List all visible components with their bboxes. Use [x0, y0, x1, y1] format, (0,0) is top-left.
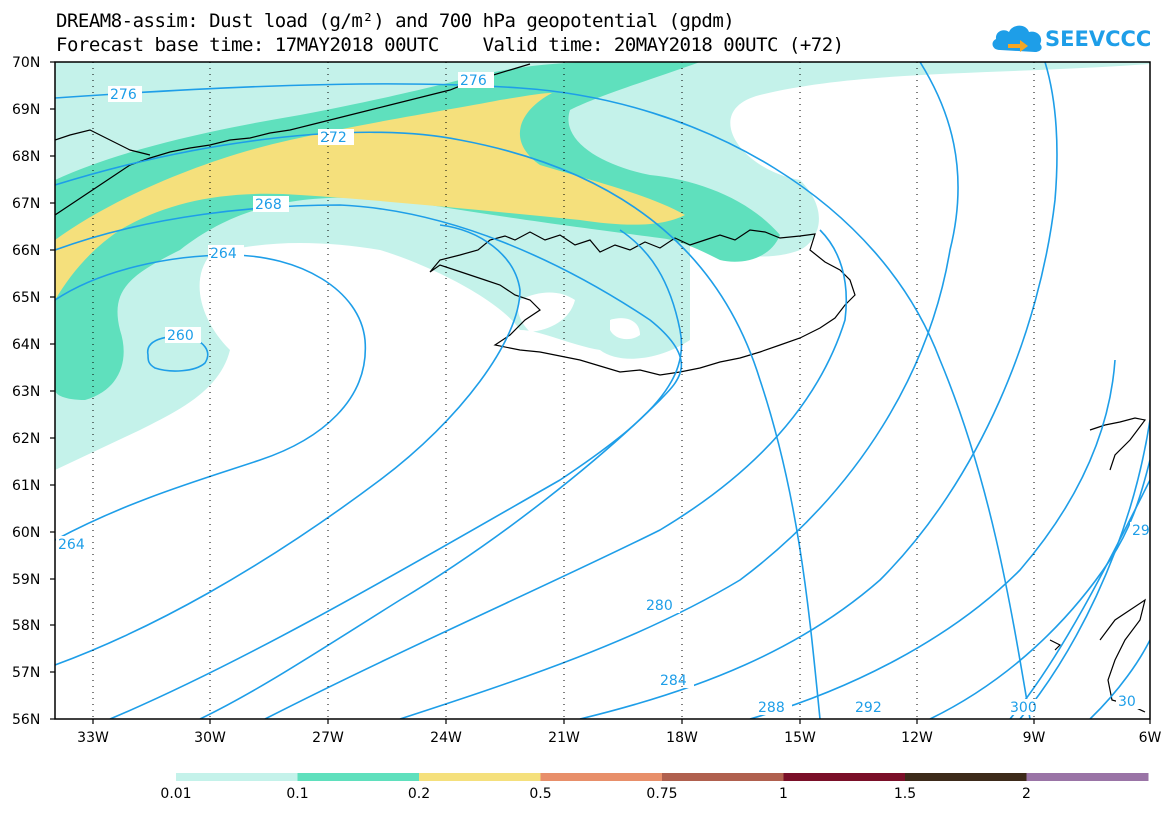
- contour-label-288: 288: [758, 700, 785, 716]
- lat-label-69n: 69N: [12, 102, 40, 118]
- lon-label-33w: 33W: [77, 730, 109, 746]
- lat-label-60n: 60N: [12, 525, 40, 541]
- colorbar-swatch: [662, 773, 784, 781]
- contour-label-264b: 264: [58, 537, 85, 553]
- norway-coast: [1089, 417, 1147, 471]
- ticks: [50, 61, 1151, 724]
- lon-label-6w: 6W: [1139, 730, 1162, 746]
- longitude-labels: 33W 30W 27W 24W 21W 18W 15W 12W 9W 6W: [77, 730, 1161, 746]
- contour-label-268: 268: [255, 197, 282, 213]
- geopotential-contours: [55, 62, 1150, 719]
- lat-label-66n: 66N: [12, 243, 40, 259]
- contour-label-276b: 276: [460, 73, 487, 89]
- forecast-times: Forecast base time: 17MAY2018 00UTC Vali…: [56, 34, 844, 56]
- contour-label-30x: 30: [1118, 694, 1136, 710]
- lat-label-58n: 58N: [12, 618, 40, 634]
- lat-label-64n: 64N: [12, 337, 40, 353]
- lon-label-21w: 21W: [548, 730, 580, 746]
- contour-label-group: 276 276 272 268 264 260 264 280 284 288 …: [56, 72, 1150, 716]
- colorbar-swatch: [1026, 773, 1149, 781]
- contour-label-276a: 276: [110, 87, 137, 103]
- colorbar-label: 2: [1022, 786, 1031, 802]
- contour-296: [749, 359, 1116, 719]
- lon-label-30w: 30W: [194, 730, 226, 746]
- dust-band-0.01: [55, 62, 1150, 470]
- colorbar-swatch: [905, 773, 1027, 781]
- lat-label-63n: 63N: [12, 384, 40, 400]
- seevccc-logo: SEEVCCC: [990, 20, 1152, 60]
- contour-284: [264, 229, 848, 719]
- contour-268: [55, 204, 683, 719]
- logo-text: SEEVCCC: [1045, 27, 1152, 51]
- lon-label-12w: 12W: [901, 730, 933, 746]
- contour-300: [929, 459, 1150, 719]
- colorbar-label: 1: [779, 786, 788, 802]
- lon-label-27w: 27W: [312, 730, 344, 746]
- map-title: DREAM8-assim: Dust load (g/m²) and 700 h…: [56, 10, 735, 32]
- contour-280: [109, 229, 683, 719]
- latitude-labels: 70N 69N 68N 67N 66N 65N 64N 63N 62N 61N …: [12, 55, 40, 728]
- lat-label-67n: 67N: [12, 196, 40, 212]
- dust-band-0.2: [55, 93, 685, 300]
- contour-292: [579, 62, 1058, 719]
- contour-288: [399, 62, 959, 719]
- contour-label-260: 260: [167, 328, 194, 344]
- colorbar-swatch: [540, 773, 663, 781]
- dust-band-0.1: [55, 62, 780, 400]
- colorbar-label: 0.2: [407, 786, 431, 802]
- contour-label-29x: 29: [1132, 523, 1150, 539]
- lon-label-24w: 24W: [430, 730, 462, 746]
- contour-label-284: 284: [660, 673, 687, 689]
- lon-label-9w: 9W: [1023, 730, 1046, 746]
- colorbar-swatch: [176, 773, 298, 781]
- lat-label-61n: 61N: [12, 478, 40, 494]
- contour-272: [55, 131, 821, 719]
- dust-load-fill: [55, 62, 1150, 470]
- coastline: [55, 63, 1147, 713]
- colorbar: [176, 773, 1149, 781]
- greenland-coast: [55, 63, 531, 216]
- lat-label-62n: 62N: [12, 431, 40, 447]
- lon-label-15w: 15W: [784, 730, 816, 746]
- lat-label-57n: 57N: [12, 665, 40, 681]
- lat-label-56n: 56N: [12, 712, 40, 728]
- contour-label-272: 272: [320, 130, 347, 146]
- colorbar-label: 1.5: [893, 786, 917, 802]
- contour-276: [55, 83, 1031, 719]
- colorbar-label: 0.5: [529, 786, 552, 802]
- contour-label-300: 300: [1010, 700, 1037, 716]
- contour-label-264a: 264: [210, 246, 237, 262]
- colorbar-label: 0.01: [160, 786, 192, 802]
- contour-label-280: 280: [646, 598, 673, 614]
- contour-264-lower: [55, 224, 521, 666]
- colorbar-swatch: [419, 773, 541, 781]
- contour-304: [1089, 639, 1150, 719]
- contour-29x: [1009, 479, 1150, 719]
- iceland-coast: [429, 229, 856, 376]
- contour-label-292: 292: [855, 700, 882, 716]
- cloud-icon: [992, 25, 1042, 52]
- lat-label-59n: 59N: [12, 572, 40, 588]
- lat-label-65n: 65N: [12, 290, 40, 306]
- colorbar-label: 0.75: [646, 786, 678, 802]
- lon-label-18w: 18W: [666, 730, 698, 746]
- lat-label-70n: 70N: [12, 55, 40, 71]
- colorbar-swatch: [297, 773, 420, 781]
- contour-264-upper: [55, 254, 367, 541]
- colorbar-label: 0.1: [286, 786, 309, 802]
- colorbar-swatch: [783, 773, 906, 781]
- lat-label-68n: 68N: [12, 149, 40, 165]
